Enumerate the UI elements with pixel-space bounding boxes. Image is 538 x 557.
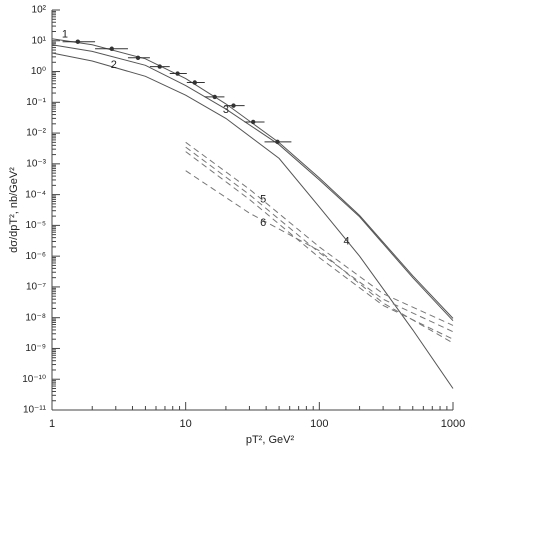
y-tick-label: 10⁻⁴ [25,189,46,200]
y-tick-label: 10⁻² [26,128,46,139]
data-point [157,64,162,69]
x-tick-label: 10 [180,418,192,430]
y-tick-label: 10⁻¹⁰ [22,374,46,385]
curve-label: 6 [260,217,266,229]
data-point [135,55,141,60]
data-point [231,103,236,108]
y-tick-label: 10⁻⁸ [25,312,46,323]
curve-label: 4 [344,235,350,247]
data-point [109,46,114,51]
data-point [275,139,280,145]
curve [185,170,454,344]
data-point [250,119,256,125]
y-axis-label: dσ/dpT², nb/GeV² [8,167,20,253]
curve-label: 2 [111,59,117,71]
y-tick-label: 10² [32,5,47,16]
y-tick-label: 10⁻⁷ [26,282,46,293]
curve-label: 5 [260,193,266,205]
x-axis-label: pT², GeV² [246,434,295,446]
x-tick-label: 1 [49,418,55,430]
curve-label: 1 [62,28,68,40]
y-tick-label: 10⁻³ [26,158,46,169]
curve [51,44,454,322]
y-tick-label: 10⁻⁶ [25,251,46,262]
y-tick-label: 10⁻¹ [26,97,46,108]
curve [185,141,454,326]
data-point [192,80,197,85]
data-point [175,71,180,76]
curve [51,52,454,389]
y-tick-label: 10⁰ [31,66,46,77]
curve-label: 3 [223,104,229,116]
curve [185,146,454,333]
curve [185,151,454,340]
curve [51,38,454,319]
y-tick-label: 10¹ [32,35,47,46]
data-point [212,94,217,100]
x-tick-label: 1000 [441,418,465,430]
y-tick-label: 10⁻⁹ [25,343,46,354]
y-tick-label: 10⁻¹¹ [23,405,47,416]
data-point [75,39,81,44]
y-tick-label: 10⁻⁵ [25,220,46,231]
x-tick-label: 100 [310,418,328,430]
